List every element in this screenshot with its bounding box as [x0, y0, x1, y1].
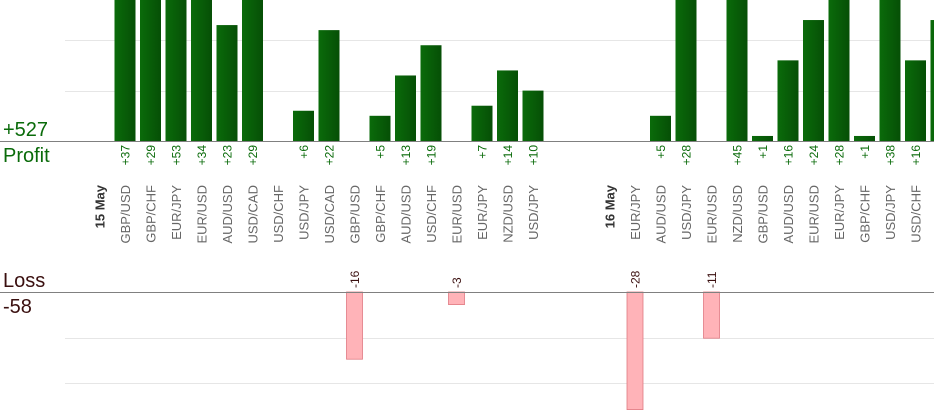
profit-bar [522, 90, 544, 141]
category-label: GBP/CHF [144, 185, 159, 243]
category-label: USD/CAD [246, 185, 261, 244]
profit-bar [318, 30, 340, 141]
profit-bar [191, 0, 212, 141]
category-label: USD/CHF [424, 185, 439, 243]
profit-bar [650, 115, 671, 141]
profit-bar [854, 135, 875, 141]
loss-value-label: -11 [705, 271, 719, 288]
baselines [0, 141, 934, 293]
category-label: GBP/CHF [858, 185, 873, 243]
profit-bar [395, 75, 416, 141]
category-label: EUR/USD [195, 185, 210, 244]
profit-value-label: +45 [731, 145, 745, 166]
profit-value-label: +29 [144, 145, 158, 166]
profit-value-label: +22 [323, 145, 337, 166]
profit-value-label: +5 [654, 145, 668, 159]
profit-bar [369, 115, 391, 141]
category-label: USD/JPY [883, 185, 898, 240]
profit-value-label: +24 [807, 145, 821, 166]
loss-value-label: -3 [450, 277, 464, 288]
profit-bar [497, 70, 518, 141]
category-label: EUR/USD [450, 185, 465, 244]
profit-value-label: +37 [119, 145, 133, 166]
category-label: USD/CAD [322, 185, 337, 244]
profit-value-label: +7 [476, 145, 490, 159]
profit-value-label: +14 [501, 145, 515, 166]
profit-bar [242, 0, 263, 141]
profit-bar [726, 0, 748, 141]
profit-value-label: +34 [195, 145, 209, 166]
value-labels: +37 +29 +53 +34 +23 +29 +6 +22 -16 +5 +13 +19 -3 +7 +1… [119, 145, 924, 288]
category-label: GBP/USD [756, 185, 771, 244]
category-labels: 15 May GBP/USD GBP/CHF EUR/JPY EUR/USD AUD/US… [93, 184, 924, 244]
category-label: GBP/USD [118, 185, 133, 244]
loss-value-label: -16 [348, 270, 362, 288]
profit-value-label: +28 [680, 145, 694, 166]
profit-total: +527 [3, 119, 49, 141]
category-label: EUR/JPY [832, 185, 847, 240]
category-label: USD/CHF [909, 185, 924, 243]
category-label: USD/JPY [679, 185, 694, 240]
profit-value-label: +16 [782, 145, 796, 166]
category-label: AUD/USD [781, 185, 796, 244]
profit-value-label: +6 [297, 145, 311, 159]
category-label: EUR/USD [807, 185, 822, 244]
profit-bar [828, 0, 850, 141]
profit-value-label: +29 [246, 145, 260, 166]
profit-value-label: +1 [858, 145, 872, 159]
profit-value-label: +28 [833, 145, 847, 166]
category-label: EUR/JPY [169, 185, 184, 240]
profit-bar [752, 135, 773, 141]
profit-bar [471, 105, 493, 141]
category-label: EUR/USD [705, 185, 720, 244]
profit-value-label: +16 [909, 145, 923, 166]
profit-bar [777, 60, 799, 141]
category-label: USD/JPY [526, 185, 541, 240]
loss-bar [626, 291, 644, 410]
loss-value-label: -28 [629, 270, 643, 288]
category-label: GBP/CHF [373, 185, 388, 243]
profit-value-label: +13 [399, 145, 413, 166]
category-label: USD/JPY [297, 185, 312, 240]
profit-value-label: +23 [221, 145, 235, 166]
category-label: AUD/USD [654, 185, 669, 244]
category-label: GBP/USD [348, 185, 363, 244]
profit-bar [905, 60, 926, 141]
category-label: NZD/USD [730, 185, 745, 243]
profit-value-label: +53 [170, 145, 184, 166]
profit-value-label: +1 [756, 145, 770, 159]
profit-bar [803, 20, 824, 141]
category-label: EUR/JPY [628, 185, 643, 240]
loss-bar [448, 291, 465, 306]
profit-bar [140, 0, 161, 141]
category-label: USD/CHF [271, 185, 286, 243]
profit-value-label: +19 [425, 145, 439, 166]
profit-value-label: +10 [527, 145, 541, 166]
date-label: 15 May [93, 184, 108, 228]
category-label: AUD/USD [220, 185, 235, 244]
profit-bar [879, 0, 901, 141]
profit-bar [216, 25, 238, 141]
profit-bar [420, 45, 442, 141]
category-label: NZD/USD [501, 185, 516, 243]
profit-value-label: +38 [884, 145, 898, 166]
profit-bar [675, 0, 697, 141]
bars [114, 0, 934, 410]
loss-total: -58 [3, 296, 32, 318]
date-label: 16 May [603, 184, 618, 228]
profit-bar [114, 0, 136, 141]
profit-value-label: +5 [374, 145, 388, 159]
profit-bar [165, 0, 187, 141]
loss-label: Loss [3, 270, 46, 292]
loss-bar [346, 291, 363, 360]
profit-bar [293, 110, 314, 141]
category-label: EUR/JPY [475, 185, 490, 240]
profit-label: Profit [3, 145, 50, 167]
profit-bar [930, 20, 934, 141]
category-label: AUD/USD [399, 185, 414, 244]
loss-bar [703, 291, 720, 339]
